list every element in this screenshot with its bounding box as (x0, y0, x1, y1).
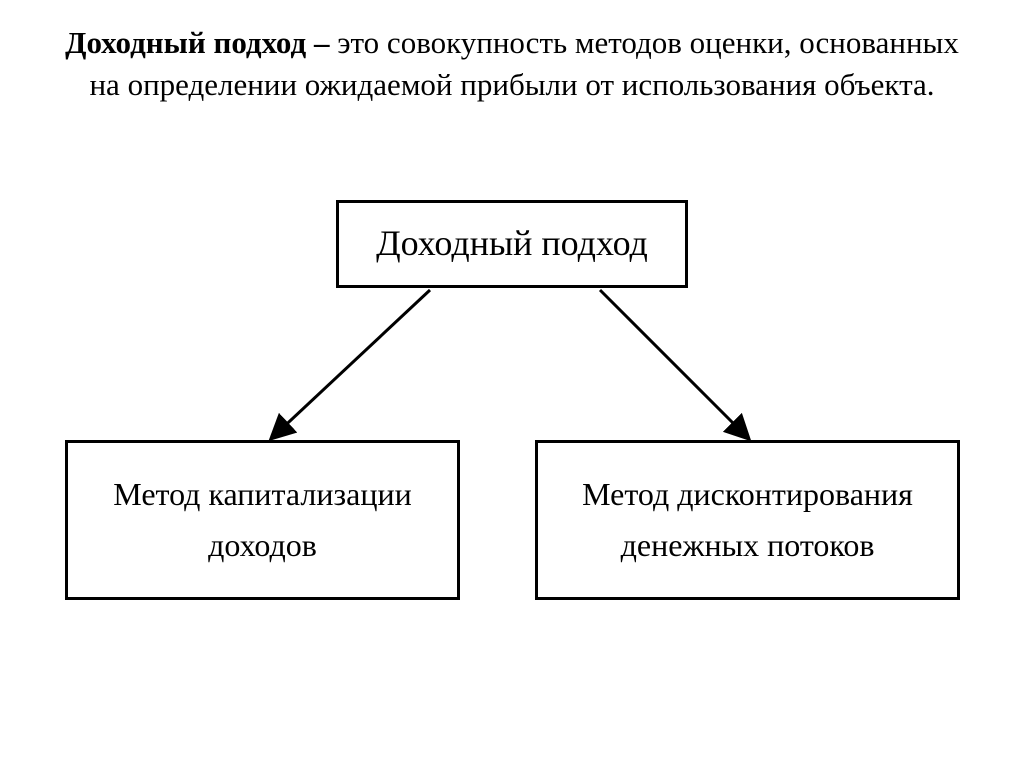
node-root-label: Доходный подход (376, 215, 648, 273)
node-left: Метод капитализации доходов (65, 440, 460, 600)
title-bold-part: Доходный подход – (65, 25, 329, 60)
node-right: Метод дисконтирования денежных потоков (535, 440, 960, 600)
node-root: Доходный подход (336, 200, 688, 288)
diagram-container: Доходный подход Метод капитализации дохо… (0, 200, 1024, 700)
node-right-label: Метод дисконтирования денежных потоков (582, 469, 913, 571)
title-text: Доходный подход – это совокупность метод… (50, 22, 974, 106)
node-left-label: Метод капитализации доходов (113, 469, 411, 571)
edge-root-left (275, 290, 430, 435)
edge-root-right (600, 290, 745, 435)
